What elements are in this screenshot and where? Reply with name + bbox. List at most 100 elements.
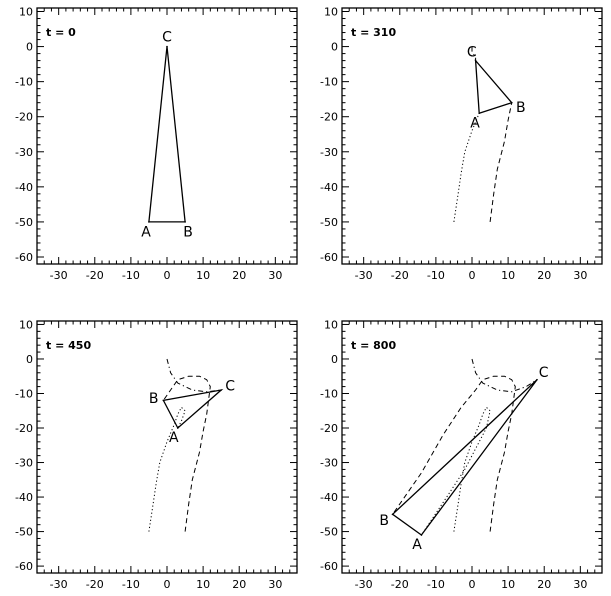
vertex-c bbox=[220, 389, 222, 391]
time-label: t = 450 bbox=[46, 339, 91, 352]
y-tick-label: -50 bbox=[320, 216, 338, 229]
vertex-label-c: C bbox=[162, 30, 172, 46]
vertex-label-a: A bbox=[412, 537, 422, 553]
y-tick-label: -60 bbox=[320, 251, 338, 264]
vertex-b bbox=[511, 102, 513, 104]
x-tick-label: 10 bbox=[501, 269, 515, 282]
y-tick-label: -30 bbox=[15, 146, 33, 159]
x-tick-label: 10 bbox=[196, 578, 210, 591]
x-tick-label: 10 bbox=[196, 269, 210, 282]
panel-2: -30 -20 -10 0 10 20 30 10 0 -10 -20 -30 -40 -50 -60 t =… bbox=[320, 6, 602, 282]
y-tick-label: -40 bbox=[320, 181, 338, 194]
y-tick-label: -10 bbox=[15, 387, 33, 400]
vertex-b bbox=[392, 514, 394, 516]
y-tick-label: 10 bbox=[324, 318, 338, 331]
vertex-label-a: A bbox=[141, 224, 151, 240]
vertex-a bbox=[421, 534, 423, 536]
y-tick-label: -10 bbox=[320, 387, 338, 400]
y-tick-label: -20 bbox=[15, 422, 33, 435]
x-tick-label: -20 bbox=[86, 578, 104, 591]
x-tick-label: -30 bbox=[355, 269, 373, 282]
y-tick-label: -20 bbox=[320, 111, 338, 124]
x-tick-label: -20 bbox=[391, 578, 409, 591]
y-tick-label: -50 bbox=[320, 526, 338, 539]
y-tick-label: -50 bbox=[15, 216, 33, 229]
y-tick-label: -60 bbox=[15, 560, 33, 573]
vertex-a bbox=[478, 112, 480, 114]
y-tick-label: -50 bbox=[15, 526, 33, 539]
x-tick-label: 30 bbox=[268, 269, 282, 282]
vertex-label-a: A bbox=[470, 115, 480, 131]
x-tick-label: 20 bbox=[232, 578, 246, 591]
y-tick-label: 0 bbox=[26, 353, 33, 366]
triangle bbox=[149, 47, 185, 222]
vertex-label-b: B bbox=[516, 100, 526, 116]
y-tick-label: -40 bbox=[15, 491, 33, 504]
x-tick-label: 30 bbox=[268, 578, 282, 591]
x-tick-label: -30 bbox=[50, 269, 68, 282]
vertex-label-b: B bbox=[379, 513, 389, 529]
y-tick-label: -40 bbox=[320, 491, 338, 504]
y-tick-label: -10 bbox=[320, 76, 338, 89]
time-label: t = 0 bbox=[46, 26, 76, 39]
x-tick-label: 20 bbox=[537, 269, 551, 282]
y-tick-label: 0 bbox=[26, 41, 33, 54]
plot-frame bbox=[342, 321, 602, 573]
y-tick-label: 10 bbox=[19, 6, 33, 19]
x-tick-label: -10 bbox=[122, 578, 140, 591]
panel-4: -30 -20 -10 0 10 20 30 10 0 -10 -20 -30 -40 -50 -60 t =… bbox=[320, 318, 602, 591]
panel-3: -30 -20 -10 0 10 20 30 10 0 -10 -20 -30 -40 -50 -60 t =… bbox=[15, 318, 297, 591]
x-tick-label: 0 bbox=[469, 578, 476, 591]
time-label: t = 800 bbox=[351, 339, 396, 352]
vertex-c bbox=[536, 379, 538, 381]
trajectory-dashed bbox=[393, 376, 516, 531]
y-tick-label: -10 bbox=[15, 76, 33, 89]
trajectory-dashdot bbox=[472, 359, 537, 392]
plot-frame bbox=[37, 321, 297, 573]
vertex-label-c: C bbox=[225, 379, 235, 395]
y-tick-label: -30 bbox=[320, 457, 338, 470]
x-tick-label: 0 bbox=[469, 269, 476, 282]
vertex-b bbox=[184, 221, 186, 223]
panel-1: -30-20-100102030100-10-20-30-40-50-60t =… bbox=[15, 6, 297, 282]
y-tick-label: -30 bbox=[320, 146, 338, 159]
y-tick-label: 0 bbox=[331, 41, 338, 54]
vertex-label-c: C bbox=[539, 365, 549, 381]
time-label: t = 310 bbox=[351, 26, 396, 39]
x-tick-label: -30 bbox=[355, 578, 373, 591]
x-tick-label: 0 bbox=[164, 578, 171, 591]
vertex-label-a: A bbox=[169, 430, 179, 446]
y-tick-label: 10 bbox=[19, 318, 33, 331]
x-tick-label: 20 bbox=[537, 578, 551, 591]
vertex-label-b: B bbox=[149, 391, 159, 407]
vertex-a bbox=[177, 427, 179, 429]
x-tick-label: -30 bbox=[50, 578, 68, 591]
vertex-a bbox=[148, 221, 150, 223]
trajectory-dotted bbox=[421, 407, 490, 535]
trajectory-dashdot bbox=[167, 359, 221, 392]
triangle bbox=[476, 61, 512, 114]
vertex-label-c: C bbox=[467, 44, 477, 60]
y-tick-label: -20 bbox=[320, 422, 338, 435]
x-tick-label: 30 bbox=[573, 578, 587, 591]
x-tick-label: -20 bbox=[391, 269, 409, 282]
x-tick-label: -20 bbox=[86, 269, 104, 282]
y-tick-label: -60 bbox=[15, 251, 33, 264]
vertex-b bbox=[163, 400, 165, 402]
x-tick-label: 0 bbox=[164, 269, 171, 282]
x-tick-label: -10 bbox=[427, 578, 445, 591]
x-tick-label: -10 bbox=[427, 269, 445, 282]
vertex-label-b: B bbox=[183, 224, 193, 240]
triangle bbox=[163, 390, 221, 428]
y-tick-label: 10 bbox=[324, 6, 338, 19]
x-tick-label: 20 bbox=[232, 269, 246, 282]
y-tick-label: 0 bbox=[331, 353, 338, 366]
y-tick-label: -20 bbox=[15, 111, 33, 124]
x-tick-label: -10 bbox=[122, 269, 140, 282]
vertex-c bbox=[166, 46, 168, 48]
y-tick-label: -30 bbox=[15, 457, 33, 470]
y-tick-label: -60 bbox=[320, 560, 338, 573]
x-tick-label: 30 bbox=[573, 269, 587, 282]
x-tick-label: 10 bbox=[501, 578, 515, 591]
